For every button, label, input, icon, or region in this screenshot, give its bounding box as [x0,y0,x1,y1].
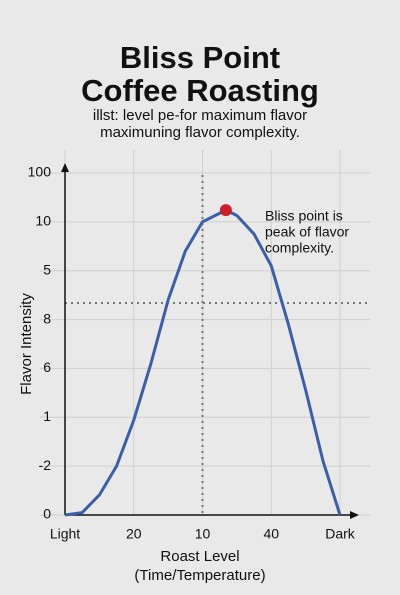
line [64,208,342,517]
annotation: Bliss point is [265,208,343,224]
y-tick-label: -2 [39,457,52,473]
y-tick-label: 100 [28,164,52,180]
x-tick-label: 10 [195,526,211,542]
y-tick-label: 5 [43,261,51,277]
x-axis-arrow [350,511,359,519]
chart-title: Coffee Roasting [81,73,319,108]
subtitle: illst: level pe-for maximum flavor [93,107,307,124]
chart-title: Bliss Point [120,40,280,75]
x-axis-label: (Time/Temperature) [134,567,265,584]
y-tick-label: 8 [43,310,51,326]
plot [61,163,370,519]
y-tick-label: 0 [43,506,51,522]
y-tick-label: 6 [43,359,51,375]
annotation: complexity. [265,240,334,256]
x-tick-label: Light [50,526,80,542]
y-axis-arrow [61,163,69,172]
bliss-point [219,204,232,217]
y-tick-label: 1 [43,408,51,424]
x-tick-label: Dark [325,526,356,542]
annotation: peak of flavor [265,224,349,240]
subtitle: maximuning flavor complexity. [100,124,300,141]
x-axis-label: Roast Level [160,548,239,565]
y-axis-label: Flavor Intensity [18,293,35,395]
x-tick-label: 20 [126,526,142,542]
y-tick-label: 10 [35,213,51,229]
x-tick-label: 40 [263,526,279,542]
